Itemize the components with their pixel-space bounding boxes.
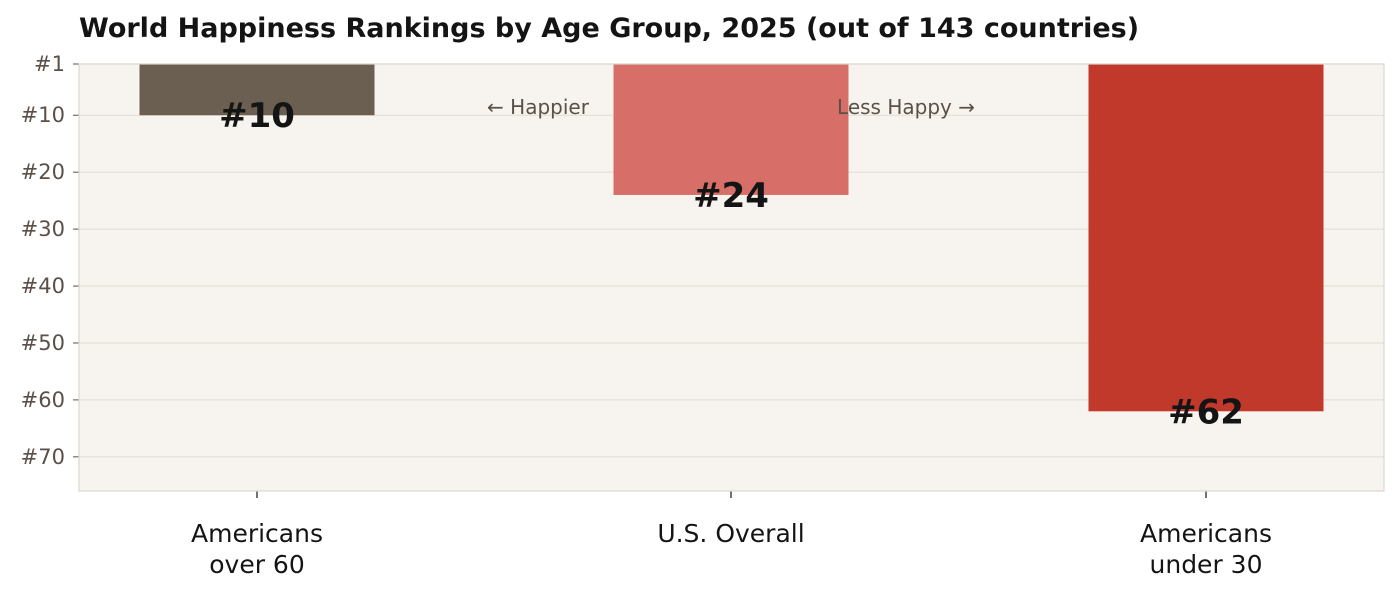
y-tick-label: #30 <box>21 217 65 241</box>
y-tick-label: #40 <box>21 274 65 298</box>
data-labels: #10 #24 #62 <box>219 96 1244 432</box>
bar-1 <box>613 64 849 195</box>
bars <box>139 64 1324 412</box>
chart-title: World Happiness Rankings by Age Group, 2… <box>79 13 1139 44</box>
y-tick-label: #20 <box>21 160 65 184</box>
x-tick-label: Americans over 60 <box>191 519 323 579</box>
x-tick-label: U.S. Overall <box>657 519 804 548</box>
annotations: ← Happier Less Happy → <box>487 95 975 119</box>
annotation-happier: ← Happier <box>487 95 590 119</box>
data-label: #10 <box>219 96 295 136</box>
annotation-less-happy: Less Happy → <box>837 95 975 119</box>
bar-0 <box>139 64 375 116</box>
y-axis: #1 #10 #20 #30 #40 #50 #60 #70 <box>21 52 79 469</box>
y-tick-label: #50 <box>21 331 65 355</box>
y-tick-label: #70 <box>21 445 65 469</box>
y-tick-label: #60 <box>21 388 65 412</box>
x-axis: Americans over 60 U.S. Overall Americans und… <box>191 491 1272 579</box>
x-tick-label: Americans under 30 <box>1140 519 1272 579</box>
data-label: #24 <box>693 176 769 216</box>
bar-2 <box>1088 64 1324 412</box>
y-tick-label: #1 <box>34 52 65 76</box>
data-label: #62 <box>1168 392 1244 432</box>
plot-frame <box>78 63 1385 492</box>
y-tick-label: #10 <box>21 103 65 127</box>
